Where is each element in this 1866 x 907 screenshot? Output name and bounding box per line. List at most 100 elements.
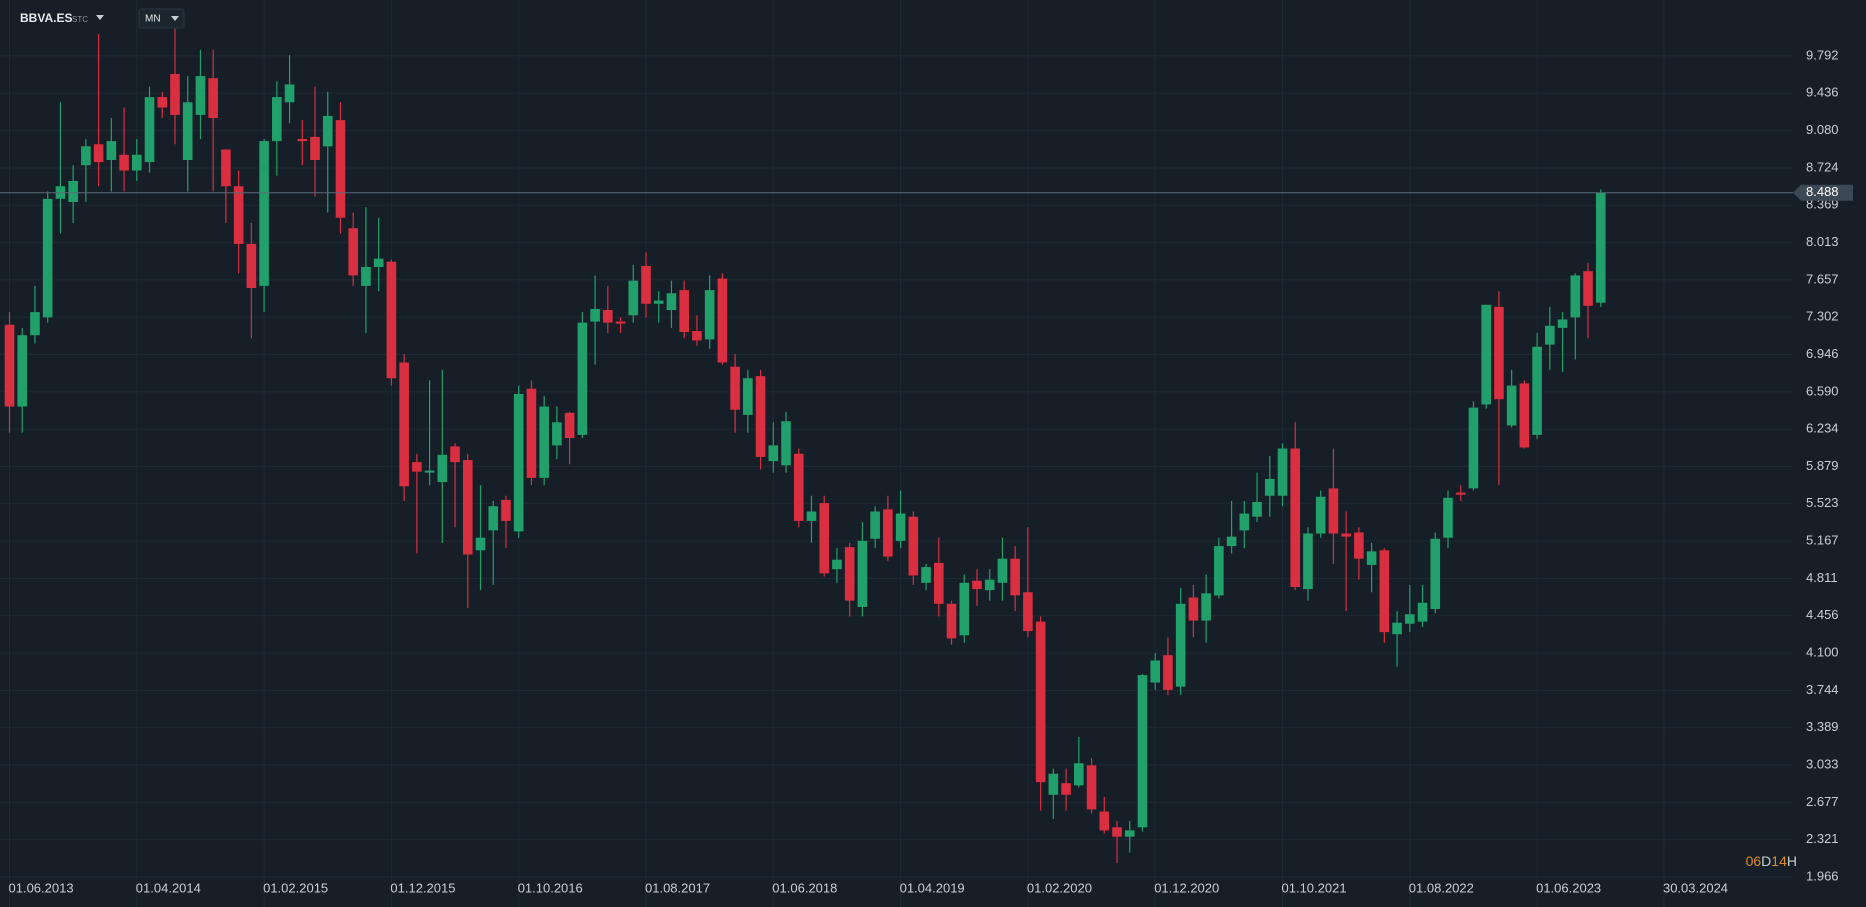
candle-body	[30, 312, 40, 336]
candle-body	[1430, 538, 1441, 610]
candle-body	[552, 422, 562, 446]
candle-body	[450, 446, 460, 463]
dropdown-arrow[interactable]	[171, 16, 179, 21]
candle-body	[755, 376, 766, 457]
candle-body	[768, 445, 779, 462]
candle-body	[832, 559, 842, 570]
dropdown-arrow[interactable]	[96, 15, 104, 20]
candle-body	[1443, 497, 1453, 538]
candle-body	[1379, 550, 1390, 633]
candle-body	[1175, 603, 1186, 687]
candle-body	[793, 453, 804, 521]
candle-body	[1188, 597, 1199, 621]
x-tick-label: 01.02.2015	[263, 880, 328, 895]
candle-body	[1048, 773, 1059, 795]
candle-body	[1150, 660, 1160, 683]
candle-body	[806, 511, 817, 521]
x-tick-label: 01.02.2020	[1027, 880, 1092, 895]
candle-body	[1519, 383, 1530, 448]
y-tick-label: 4.100	[1806, 645, 1839, 660]
candle-body	[157, 97, 168, 108]
candle-body	[704, 290, 715, 340]
candle-body	[412, 462, 422, 472]
y-tick-label: 1.966	[1806, 868, 1839, 883]
interval-box[interactable]	[138, 8, 185, 29]
candle-body	[259, 141, 269, 286]
candle-body	[501, 499, 511, 521]
candle-body	[1481, 304, 1491, 405]
candle-body	[297, 139, 308, 142]
x-tick-label: 01.04.2019	[900, 880, 965, 895]
candle-body	[1277, 448, 1288, 496]
candle-body	[997, 558, 1008, 583]
last-price-label: 8.488	[1806, 184, 1839, 199]
candle-body	[1417, 602, 1428, 622]
candle-body	[895, 513, 906, 541]
candle-body	[1112, 827, 1122, 837]
interval[interactable]: MN	[145, 14, 161, 25]
candle-body	[883, 509, 893, 557]
candle-body	[335, 120, 346, 218]
x-tick-label: 01.10.2016	[518, 880, 583, 895]
candle-body	[1354, 532, 1364, 559]
candle-body	[208, 78, 218, 119]
candle-body	[666, 293, 677, 311]
candle-body	[933, 562, 944, 604]
axes: 9.7929.4369.0808.7248.3698.0137.6577.302…	[0, 47, 1853, 895]
candle-body	[93, 144, 104, 163]
y-tick-label: 5.167	[1806, 533, 1839, 548]
y-tick-label: 9.792	[1806, 47, 1839, 62]
y-tick-label: 4.456	[1806, 607, 1839, 622]
candle-body	[182, 102, 193, 160]
candle-body	[195, 76, 206, 115]
countdown-unit: D	[1761, 853, 1771, 869]
candle-body	[361, 267, 371, 286]
candle-body	[526, 388, 537, 478]
candle-body	[132, 154, 142, 171]
candle-body	[743, 378, 753, 415]
y-tick-label: 3.389	[1806, 719, 1839, 734]
y-tick-label: 8.724	[1806, 159, 1839, 174]
candle-body	[730, 366, 740, 410]
candle-body	[1557, 319, 1568, 328]
candle-body	[1405, 614, 1415, 624]
y-tick-label: 5.879	[1806, 458, 1839, 473]
countdown-hours: 14	[1771, 853, 1787, 869]
interval-selector[interactable]: MN	[138, 8, 185, 29]
candle-body	[1035, 621, 1046, 783]
symbol-selector[interactable]: BBVA.ES STC	[20, 11, 104, 25]
candle-body	[1023, 592, 1033, 632]
candle-body	[972, 580, 982, 590]
candle-body	[653, 300, 664, 304]
x-tick-label: 01.08.2022	[1409, 880, 1474, 895]
y-tick-label: 5.523	[1806, 495, 1839, 510]
candle-body	[1455, 492, 1466, 495]
candle-body	[1341, 533, 1351, 537]
countdown-unit: H	[1787, 853, 1797, 869]
candle-body	[437, 454, 448, 483]
candle-body	[1226, 536, 1237, 547]
candle-body	[1494, 306, 1504, 400]
candles	[4, 28, 1606, 863]
x-tick-label: 01.12.2020	[1154, 880, 1219, 895]
y-tick-label: 6.946	[1806, 346, 1839, 361]
candle-body	[81, 146, 91, 166]
candle-body	[1315, 496, 1326, 534]
candle-body	[679, 290, 689, 333]
candle-body	[857, 540, 868, 607]
candle-body	[564, 412, 575, 439]
y-tick-label: 9.436	[1806, 85, 1839, 100]
candle-body	[1583, 271, 1593, 306]
candle-body	[488, 506, 499, 531]
symbol[interactable]: BBVA.ES	[20, 11, 72, 25]
candle-body	[539, 406, 549, 478]
candle-body	[513, 393, 524, 532]
candle-body	[386, 261, 397, 379]
candle-body	[590, 308, 600, 322]
candle-body	[475, 537, 486, 551]
candle-body	[1570, 275, 1581, 318]
candle-body	[373, 258, 384, 268]
source[interactable]: STC	[72, 15, 88, 24]
candle-body	[144, 97, 155, 163]
